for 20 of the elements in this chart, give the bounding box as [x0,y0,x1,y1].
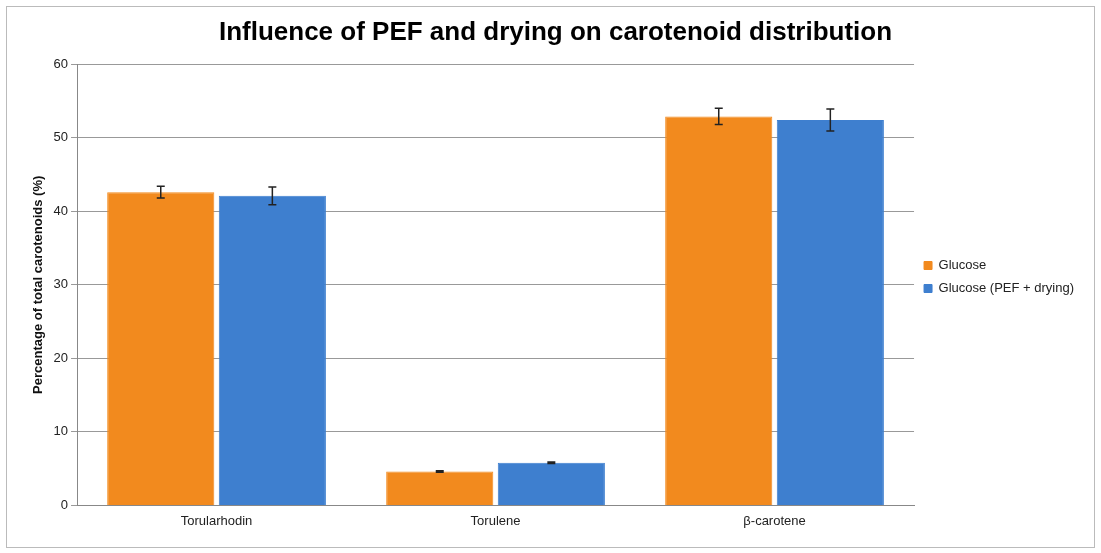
y-tick-label: 50 [53,129,69,145]
bar [776,120,884,505]
y-tick-label: 60 [53,55,69,71]
legend-label: Glucose [938,257,987,273]
x-tick-label: Torulene [470,512,521,528]
y-tick-label: 30 [53,276,69,292]
y-tick-label: 40 [53,202,69,218]
y-tick-label: 10 [53,423,69,439]
y-tick-label: 0 [60,496,69,512]
y-tick-label: 20 [53,349,69,365]
chart-title: Influence of PEF and drying on carotenoid distribution [218,15,893,46]
bar [665,116,773,505]
x-tick-label: β-carotene [743,512,806,528]
y-axis-title: Percentage of total carotenoids (%) [30,175,46,394]
bar [218,195,326,505]
bar [497,462,605,505]
x-tick-label: Torularhodin [180,512,253,528]
legend-label: Glucose (PEF + drying) [938,280,1074,296]
bar [386,471,494,505]
bar [107,192,215,505]
